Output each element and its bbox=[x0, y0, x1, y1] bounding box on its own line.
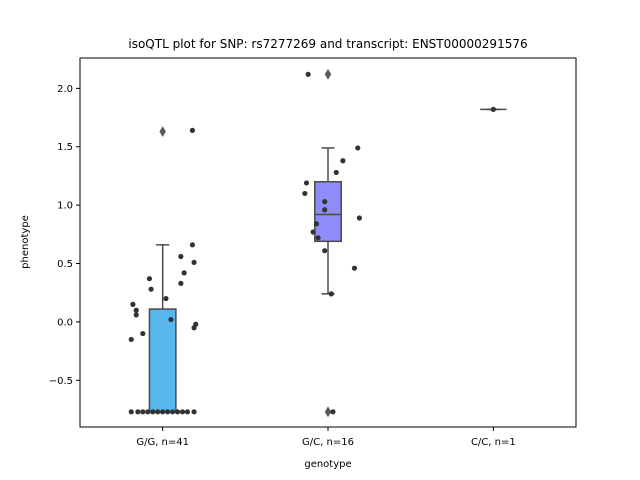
box-iqr bbox=[314, 181, 342, 243]
data-point bbox=[160, 409, 166, 415]
data-point bbox=[340, 158, 346, 164]
data-point bbox=[302, 190, 308, 197]
data-point bbox=[140, 409, 146, 415]
x-axis-label: genotype bbox=[304, 459, 351, 470]
y-tick-label: 0.0 bbox=[57, 317, 73, 328]
data-point bbox=[128, 336, 134, 343]
plot-frame bbox=[79, 57, 577, 428]
box-group-2 bbox=[314, 68, 342, 418]
data-point bbox=[322, 248, 328, 254]
outlier-marker bbox=[324, 68, 332, 80]
data-point bbox=[184, 409, 191, 415]
data-point bbox=[178, 280, 184, 286]
data-point bbox=[174, 409, 181, 415]
data-point bbox=[305, 71, 311, 77]
data-point bbox=[179, 409, 186, 415]
data-point bbox=[140, 330, 146, 337]
data-point bbox=[181, 270, 187, 276]
data-point bbox=[328, 291, 334, 297]
points-group-1 bbox=[128, 127, 199, 415]
x-tick-label: G/C, n=16 bbox=[302, 437, 354, 448]
data-point bbox=[310, 229, 316, 235]
data-point bbox=[133, 307, 139, 313]
y-axis-label: phenotype bbox=[20, 215, 31, 269]
data-point bbox=[150, 409, 156, 415]
data-point bbox=[322, 207, 328, 213]
outlier-marker bbox=[324, 406, 332, 418]
data-point bbox=[163, 295, 169, 302]
points-group-2 bbox=[302, 71, 363, 415]
data-point bbox=[169, 409, 176, 415]
data-point bbox=[191, 409, 197, 415]
data-point bbox=[191, 259, 197, 265]
x-tick-label: C/C, n=1 bbox=[471, 437, 516, 448]
data-point bbox=[315, 235, 321, 241]
data-point bbox=[133, 312, 139, 318]
box-iqr bbox=[148, 308, 177, 413]
chart-title: isoQTL plot for SNP: rs7277269 and trans… bbox=[128, 37, 527, 51]
data-point bbox=[128, 409, 134, 415]
data-point bbox=[330, 409, 336, 415]
y-tick-label: 0.5 bbox=[57, 259, 73, 270]
data-point bbox=[130, 301, 136, 307]
data-point bbox=[168, 316, 174, 323]
data-point bbox=[333, 169, 339, 176]
data-point bbox=[355, 145, 361, 151]
data-point bbox=[135, 409, 141, 415]
data-point bbox=[189, 242, 196, 248]
data-point bbox=[193, 321, 199, 327]
y-tick-label: 2.0 bbox=[57, 84, 73, 95]
data-point bbox=[313, 221, 320, 227]
data-point bbox=[351, 265, 358, 271]
points-group-3 bbox=[490, 106, 496, 112]
data-point bbox=[490, 106, 496, 112]
y-tick-label: 1.5 bbox=[57, 142, 73, 153]
x-tick-label: G/G, n=41 bbox=[136, 437, 189, 448]
data-point bbox=[165, 409, 171, 415]
y-tick-label: 1.0 bbox=[57, 201, 73, 212]
data-point bbox=[148, 286, 154, 292]
data-point bbox=[145, 409, 151, 415]
data-point bbox=[303, 180, 310, 186]
data-point bbox=[322, 199, 328, 205]
data-point bbox=[178, 253, 184, 260]
y-tick-label: −0.5 bbox=[49, 376, 73, 387]
outlier-marker bbox=[159, 126, 166, 138]
data-point bbox=[155, 409, 161, 415]
data-point bbox=[146, 276, 153, 282]
data-point bbox=[189, 127, 196, 133]
data-point bbox=[356, 215, 363, 221]
